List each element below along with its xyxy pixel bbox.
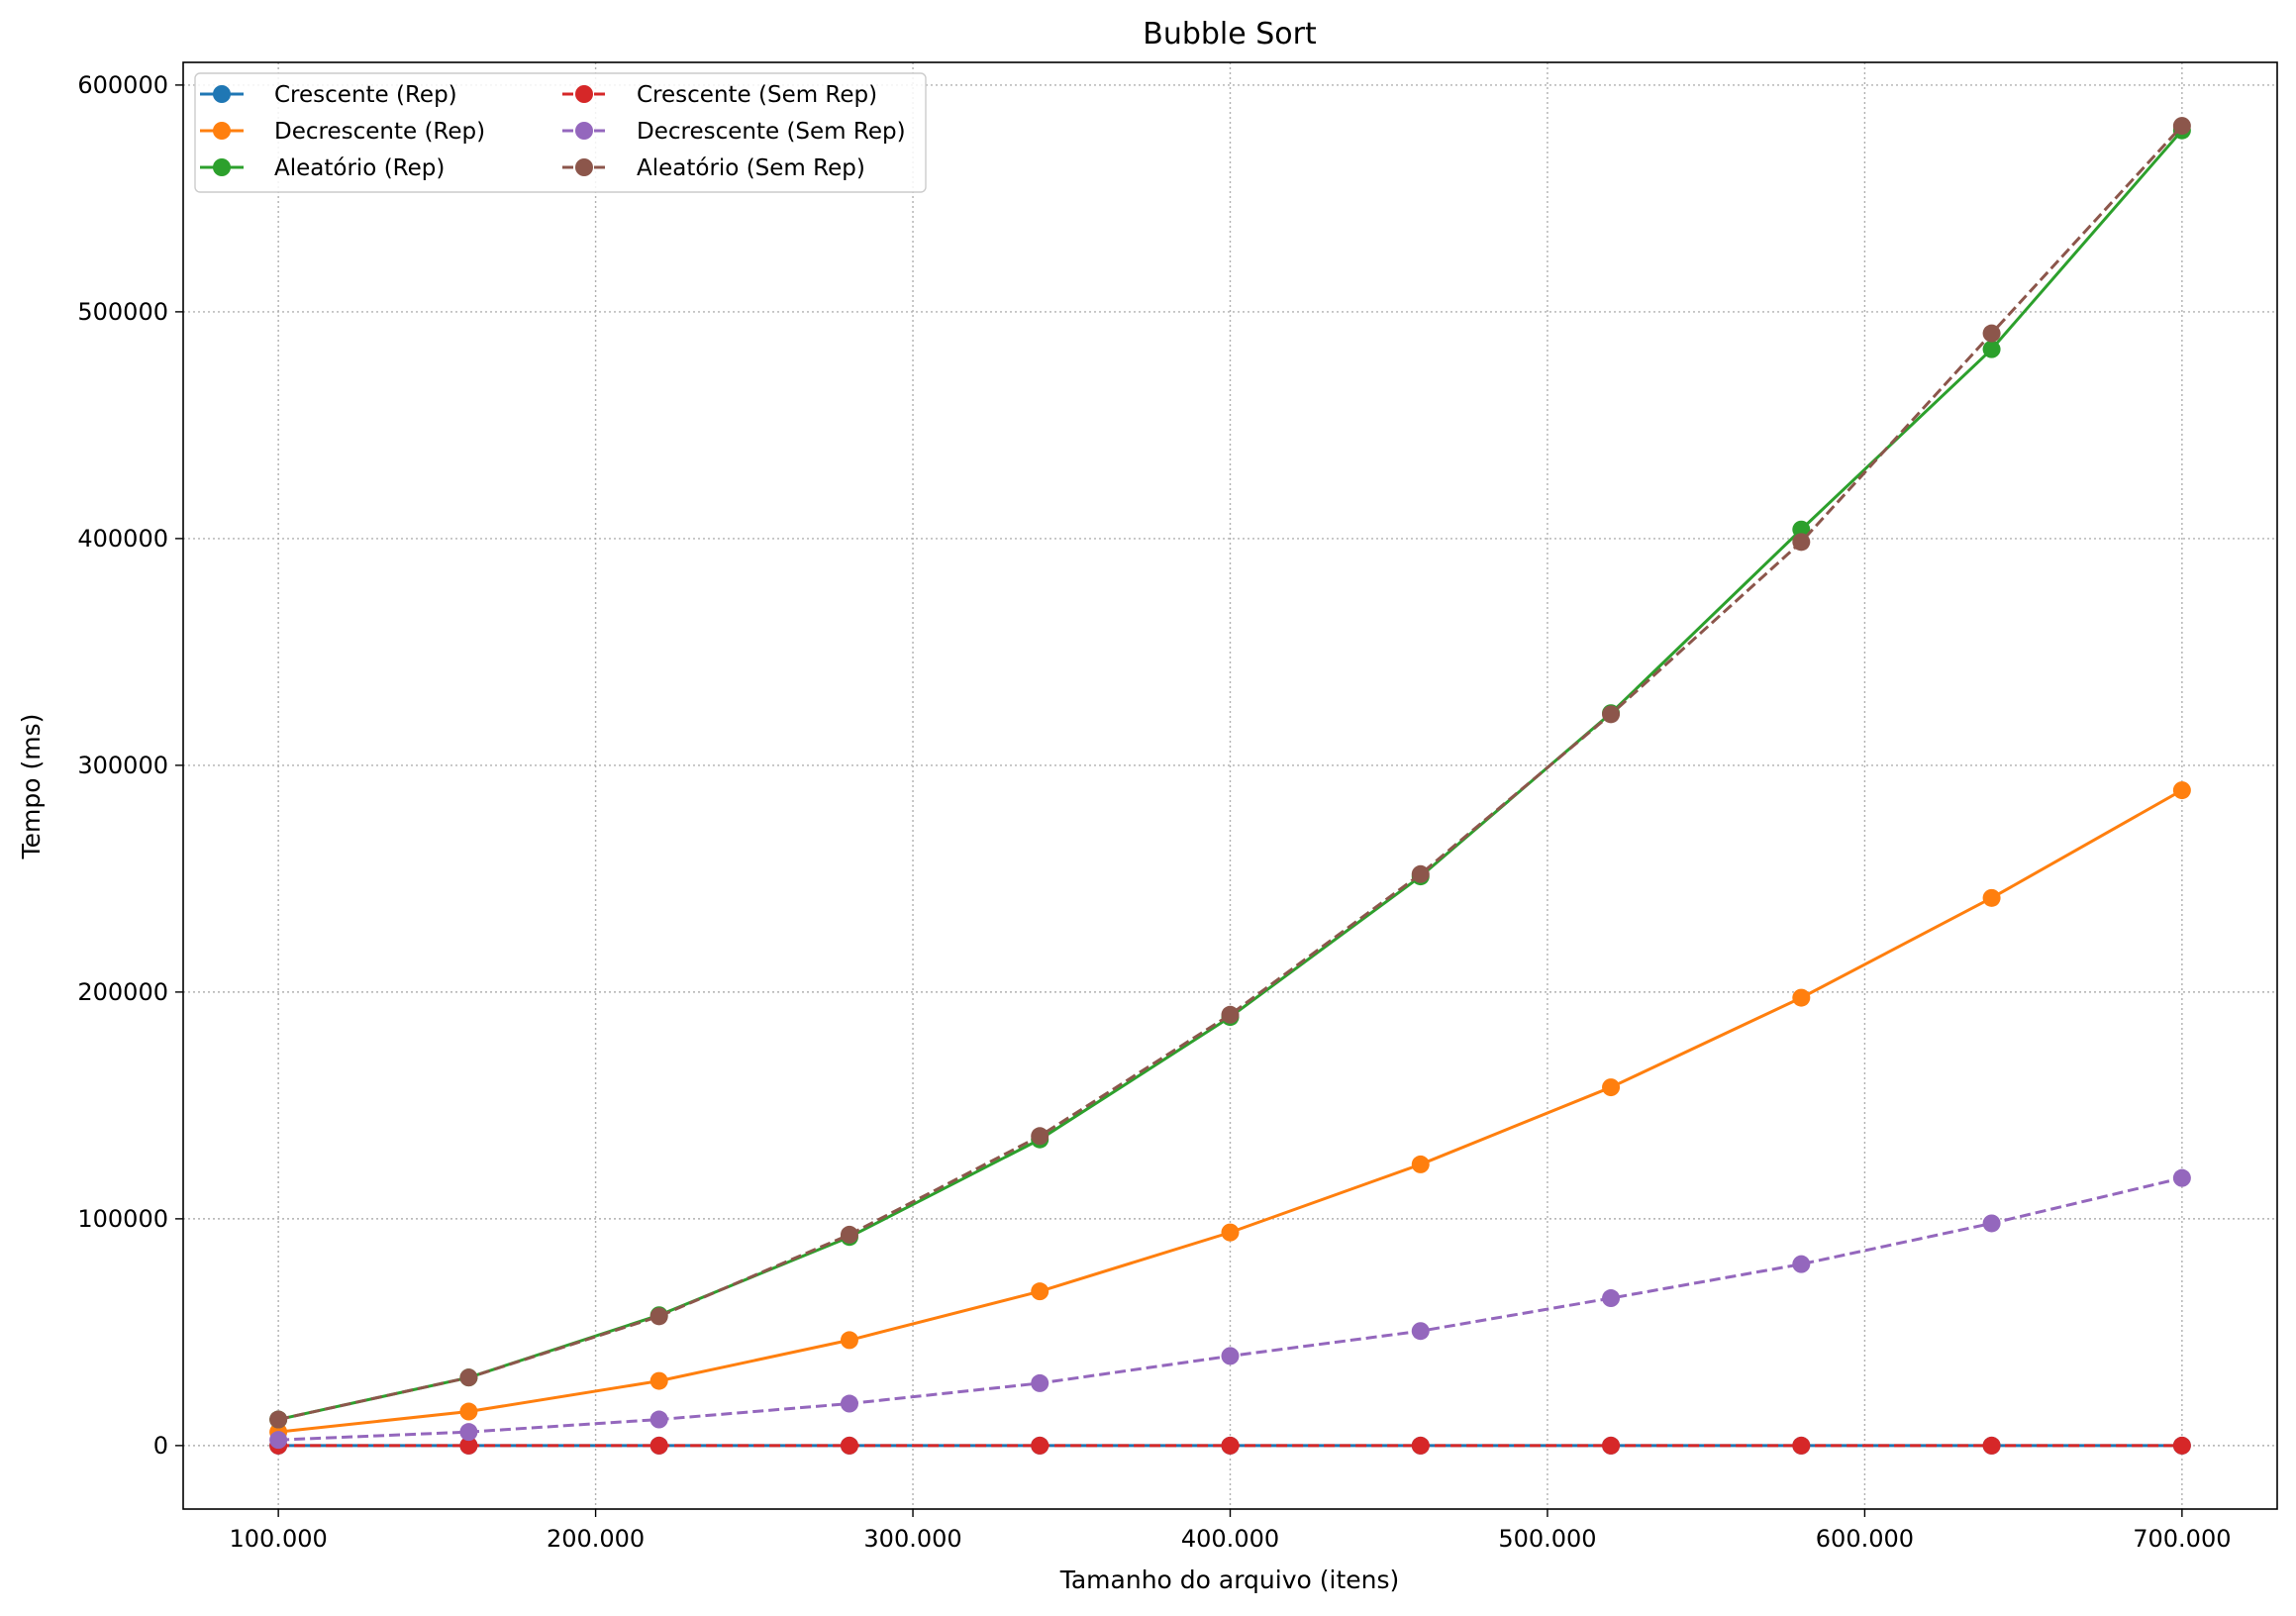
y-tick-label: 200000	[77, 978, 168, 1006]
data-point	[1602, 1289, 1621, 1308]
data-point	[840, 1394, 858, 1413]
x-tick-label: 600.000	[1816, 1525, 1914, 1553]
x-tick-label: 500.000	[1498, 1525, 1596, 1553]
data-point	[1792, 988, 1811, 1007]
legend-frame	[194, 72, 927, 193]
series-4	[269, 1168, 2191, 1450]
data-point	[459, 1402, 478, 1421]
legend-label: Decrescente (Sem Rep)	[637, 119, 906, 145]
data-point	[1982, 324, 2001, 343]
data-point	[1602, 705, 1621, 724]
data-point	[840, 1225, 858, 1244]
x-axis-label: Tamanho do arquivo (itens)	[1059, 1566, 1400, 1594]
data-point	[269, 1431, 288, 1450]
legend-label: Crescente (Sem Rep)	[637, 82, 877, 108]
data-point	[1792, 1255, 1811, 1273]
y-tick-label: 0	[153, 1432, 168, 1460]
data-point	[1031, 1127, 1049, 1146]
legend-marker	[213, 158, 231, 176]
data-point	[1792, 1436, 1811, 1455]
data-point	[649, 1410, 668, 1429]
data-point	[2172, 117, 2191, 136]
legend-entry: Decrescente (Sem Rep)	[562, 119, 906, 145]
data-point	[1411, 1436, 1430, 1455]
legend-marker	[213, 85, 231, 103]
y-tick-label: 500000	[77, 298, 168, 326]
data-point	[1411, 1155, 1430, 1173]
y-tick-label: 300000	[77, 752, 168, 779]
data-point	[1411, 864, 1430, 883]
legend-marker	[575, 122, 593, 140]
x-tick-label: 300.000	[863, 1525, 961, 1553]
data-point	[1221, 1005, 1240, 1024]
legend-marker	[575, 85, 593, 103]
data-point	[1221, 1436, 1240, 1455]
data-point	[1031, 1436, 1049, 1455]
y-axis-label: Tempo (ms)	[17, 714, 46, 860]
legend-label: Crescente (Rep)	[274, 82, 457, 108]
series-3	[269, 1436, 2191, 1455]
y-tick-label: 600000	[77, 71, 168, 99]
data-point	[459, 1423, 478, 1442]
data-point	[1221, 1223, 1240, 1242]
legend-marker	[575, 158, 593, 176]
data-point	[1221, 1347, 1240, 1365]
x-tick-label: 200.000	[547, 1525, 645, 1553]
series-5	[269, 117, 2191, 1429]
data-point	[1031, 1373, 1049, 1392]
x-tick-label: 700.000	[2133, 1525, 2231, 1553]
y-tick-label: 400000	[77, 525, 168, 553]
data-point	[1602, 1078, 1621, 1097]
data-point	[1792, 533, 1811, 552]
legend-entry: Crescente (Sem Rep)	[562, 82, 877, 108]
legend-label: Decrescente (Rep)	[274, 119, 485, 145]
legend-marker	[213, 122, 231, 140]
data-point	[2172, 1168, 2191, 1187]
x-tick-label: 400.000	[1181, 1525, 1279, 1553]
series-layer	[269, 117, 2191, 1455]
data-point	[1982, 340, 2001, 358]
series-line	[277, 125, 2183, 1422]
data-point	[459, 1368, 478, 1387]
chart-title: Bubble Sort	[1143, 17, 1317, 51]
data-point	[269, 1410, 288, 1429]
legend-entry: Decrescente (Rep)	[200, 119, 485, 145]
legend-entry: Aleatório (Rep)	[200, 155, 445, 181]
data-point	[649, 1436, 668, 1455]
data-point	[459, 1436, 478, 1455]
y-tick-label: 100000	[77, 1205, 168, 1233]
data-point	[1982, 1436, 2001, 1455]
data-point	[1792, 520, 1811, 539]
data-point	[1602, 1436, 1621, 1455]
data-point	[1982, 888, 2001, 907]
x-tick-label: 100.000	[230, 1525, 328, 1553]
data-point	[840, 1331, 858, 1350]
data-point	[649, 1371, 668, 1390]
data-point	[649, 1307, 668, 1326]
legend-entry: Aleatório (Sem Rep)	[562, 155, 865, 181]
data-point	[1982, 1214, 2001, 1233]
data-point	[2172, 1436, 2191, 1455]
data-point	[2172, 781, 2191, 800]
data-point	[1411, 1322, 1430, 1341]
legend: Crescente (Rep) Decrescente (Rep) Aleatóri…	[194, 72, 927, 193]
legend-label: Aleatório (Rep)	[274, 155, 445, 181]
legend-entry: Crescente (Rep)	[200, 82, 457, 108]
data-point	[1031, 1282, 1049, 1301]
ticks: 100.000 200.000 300.000 400.000 500.000 600.0…	[77, 71, 2231, 1553]
legend-label: Aleatório (Sem Rep)	[637, 155, 865, 181]
data-point	[840, 1436, 858, 1455]
